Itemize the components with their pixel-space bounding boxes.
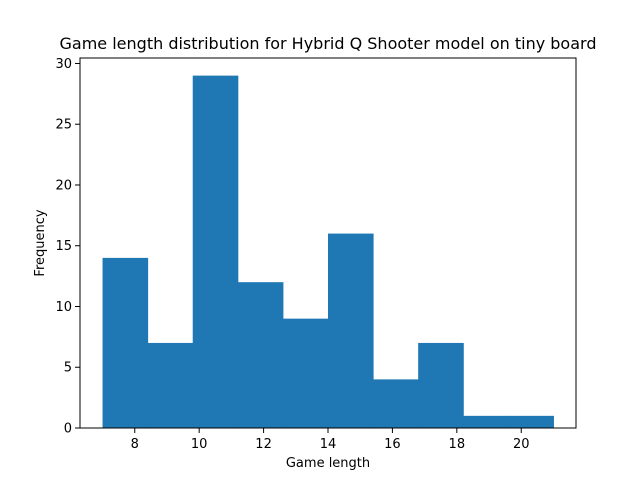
chart-title: Game length distribution for Hybrid Q Sh…: [60, 34, 597, 53]
histogram-bar: [418, 342, 464, 428]
histogram-bar: [237, 282, 284, 428]
x-tick-label: 18: [449, 437, 466, 452]
y-tick-label: 5: [64, 361, 72, 376]
histogram-bar: [192, 75, 239, 428]
y-tick-label: 25: [55, 118, 72, 133]
y-tick-label: 10: [55, 300, 72, 315]
y-tick-label: 30: [55, 57, 72, 72]
histogram-bar: [328, 233, 374, 428]
y-axis-label: Frequency: [33, 209, 48, 276]
histogram-bar: [282, 318, 329, 428]
histogram-bar: [463, 415, 509, 428]
histogram-bar: [147, 342, 194, 428]
histogram-bar: [508, 415, 554, 428]
histogram-bar: [373, 379, 419, 428]
y-tick-label: 15: [55, 239, 72, 254]
x-tick-label: 10: [191, 437, 208, 452]
x-tick-label: 20: [513, 437, 530, 452]
y-axis-ticks: 0 5 10 15 20 25 30: [55, 57, 80, 437]
x-axis-ticks: 8 10 12 14 16 18 20: [131, 428, 530, 452]
x-tick-label: 14: [320, 437, 337, 452]
x-tick-label: 12: [255, 437, 272, 452]
x-tick-label: 8: [131, 437, 139, 452]
x-tick-label: 16: [384, 437, 401, 452]
y-tick-label: 0: [64, 422, 72, 437]
plot-frame: [79, 57, 577, 429]
histogram-bar: [102, 257, 149, 428]
x-axis-label: Game length: [286, 456, 370, 471]
bars-group: [102, 75, 554, 428]
y-tick-label: 20: [55, 178, 72, 193]
